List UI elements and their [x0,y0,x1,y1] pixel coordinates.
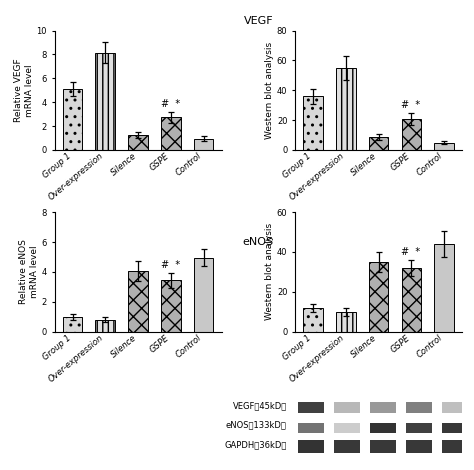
Y-axis label: Western blot analysis: Western blot analysis [265,42,274,139]
Bar [63,89,82,150]
Bar [369,262,389,332]
Bar [95,320,115,332]
Y-axis label: Western blot analysis: Western blot analysis [265,223,274,321]
Text: #  *: # * [161,99,180,109]
Bar [334,401,360,413]
Bar [370,423,396,433]
Bar [194,139,213,150]
Bar [128,135,148,150]
Text: VEGF: VEGF [244,16,273,26]
Bar [442,440,468,454]
Text: eNOS: eNOS [243,237,274,247]
Text: #  *: # * [161,259,180,270]
Bar [161,117,181,150]
Text: #  *: # * [401,247,420,257]
Bar [370,440,396,454]
Bar [63,317,82,332]
Y-axis label: Relative eNOS
mRNA level: Relative eNOS mRNA level [19,239,39,304]
Bar [406,423,432,433]
Bar [299,440,324,454]
Bar [299,401,324,413]
Text: #  *: # * [401,100,420,110]
Bar [95,53,115,150]
Bar [334,423,360,433]
Bar [406,401,432,413]
Bar [401,118,421,150]
Bar [336,68,356,150]
Bar [303,96,323,150]
Bar [442,423,468,433]
Text: VEGF（45kD）: VEGF（45kD） [232,402,287,411]
Y-axis label: Relative VEGF
mRNA level: Relative VEGF mRNA level [14,58,34,122]
Text: eNOS（133kD）: eNOS（133kD） [226,420,287,430]
Bar [299,423,324,433]
Bar [442,401,468,413]
Bar [406,440,432,454]
Bar [161,280,181,332]
Bar [434,142,454,150]
Text: GAPDH（36kD）: GAPDH（36kD） [224,440,287,449]
Bar [401,268,421,332]
Bar [369,137,389,150]
Bar [370,401,396,413]
Bar [128,271,148,332]
Bar [334,440,360,454]
Bar [434,244,454,332]
Bar [336,312,356,332]
Bar [303,308,323,332]
Bar [194,258,213,332]
